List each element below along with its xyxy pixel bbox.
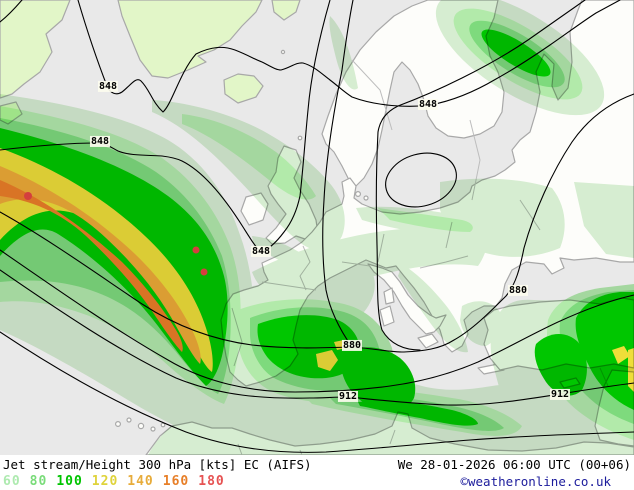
island-small-dots xyxy=(280,49,369,201)
jet-band-160 xyxy=(0,180,183,352)
map-area: 848 848 848 848 880 880 912 912 xyxy=(0,0,634,456)
island-corsica xyxy=(383,287,395,305)
island-sardinia xyxy=(379,305,395,327)
caption-row-2: 60 80 100 120 140 160 180 ©weatheronline.co.uk xyxy=(3,474,611,489)
legend-value: 120 xyxy=(91,474,119,489)
legend-value: 180 xyxy=(198,474,225,489)
legend-value: 100 xyxy=(56,474,83,489)
landmass-greenland xyxy=(117,0,263,79)
landmass-iceland xyxy=(223,73,264,104)
caption-bar: Jet stream/Height 300 hPa [kts] EC (AIFS… xyxy=(0,455,634,490)
copyright-text: ©weatheronline.co.uk xyxy=(460,474,611,489)
contour-corner xyxy=(0,0,23,23)
legend-value: 140 xyxy=(127,474,154,489)
jet-band-120 xyxy=(0,148,634,392)
legend-value: 160 xyxy=(162,474,190,489)
contour-896 xyxy=(0,249,634,393)
legend-scale: 60 80 100 120 140 160 180 xyxy=(3,474,234,489)
legend-value: 80 xyxy=(29,474,48,489)
map-title: Jet stream/Height 300 hPa [kts] EC (AIFS… xyxy=(3,457,312,472)
contour-880-east xyxy=(375,0,586,351)
contour-848-west xyxy=(0,0,331,253)
wind-speed-layer xyxy=(0,0,634,455)
legend-value: 60 xyxy=(3,474,21,489)
contour-closed-low xyxy=(385,152,457,208)
caption-row-1: Jet stream/Height 300 hPa [kts] EC (AIFS… xyxy=(3,457,631,472)
jet-band-140 xyxy=(0,166,201,364)
contour-848-north xyxy=(77,0,621,113)
map-canvas xyxy=(0,0,634,456)
landmass-svalbard xyxy=(271,0,301,21)
jet-band-180 xyxy=(24,192,208,276)
contour-944 xyxy=(0,331,634,453)
island-sicily xyxy=(417,333,439,349)
map-datetime: We 28-01-2026 06:00 UTC (00+06) xyxy=(397,457,631,472)
